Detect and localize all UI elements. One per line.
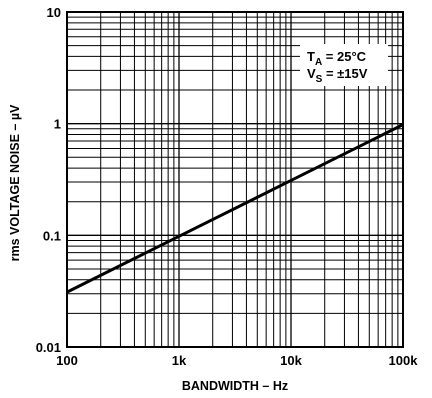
x-tick-label: 100 bbox=[56, 353, 78, 368]
x-tick-label: 1k bbox=[172, 353, 187, 368]
y-tick-label: 0.01 bbox=[36, 340, 61, 355]
plot-frame bbox=[66, 11, 404, 348]
ta-annotation: TA = 25°C bbox=[307, 49, 367, 68]
y-axis-label: rms VOLTAGE NOISE – µV bbox=[8, 104, 22, 261]
x-axis-label: BANDWIDTH – Hz bbox=[182, 379, 288, 393]
y-tick-label: 10 bbox=[47, 5, 61, 20]
y-tick-label: 1 bbox=[54, 117, 61, 132]
grid-lines bbox=[66, 12, 403, 348]
x-tick-labels: 100 1k 10k 100k bbox=[56, 353, 418, 368]
series-lines bbox=[66, 123, 404, 294]
x-tick-label: 100k bbox=[389, 353, 419, 368]
noise-series-line bbox=[66, 123, 404, 294]
annotation-background bbox=[300, 44, 388, 86]
vs-annotation: VS = ±15V bbox=[307, 66, 368, 85]
x-tick-label: 10k bbox=[280, 353, 302, 368]
y-tick-labels: 0.01 0.1 1 10 bbox=[36, 5, 61, 355]
y-tick-label: 0.1 bbox=[43, 228, 61, 243]
